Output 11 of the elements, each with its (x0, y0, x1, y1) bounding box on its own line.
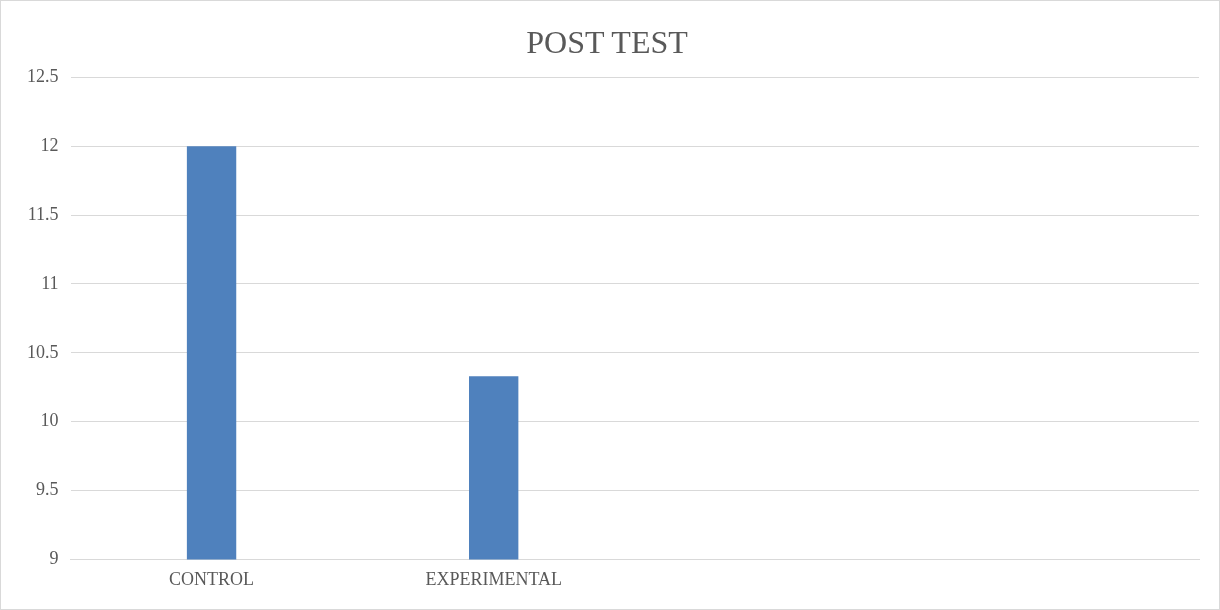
chart-title: POST TEST (526, 23, 689, 60)
y-tick-label: 9.5 (36, 479, 59, 500)
y-tick-label: 11.5 (27, 203, 59, 224)
x-tick-label: CONTROL (169, 568, 255, 589)
y-tick-label: 10.5 (27, 341, 59, 362)
y-tick-label: 9 (49, 548, 59, 569)
y-tick-label: 12.5 (27, 66, 59, 87)
y-tick-label: 11 (41, 272, 59, 293)
y-tick-label: 12 (40, 134, 59, 155)
y-tick-label: 10 (40, 410, 59, 431)
x-tick-label: EXPERIMENTAL (425, 568, 562, 589)
